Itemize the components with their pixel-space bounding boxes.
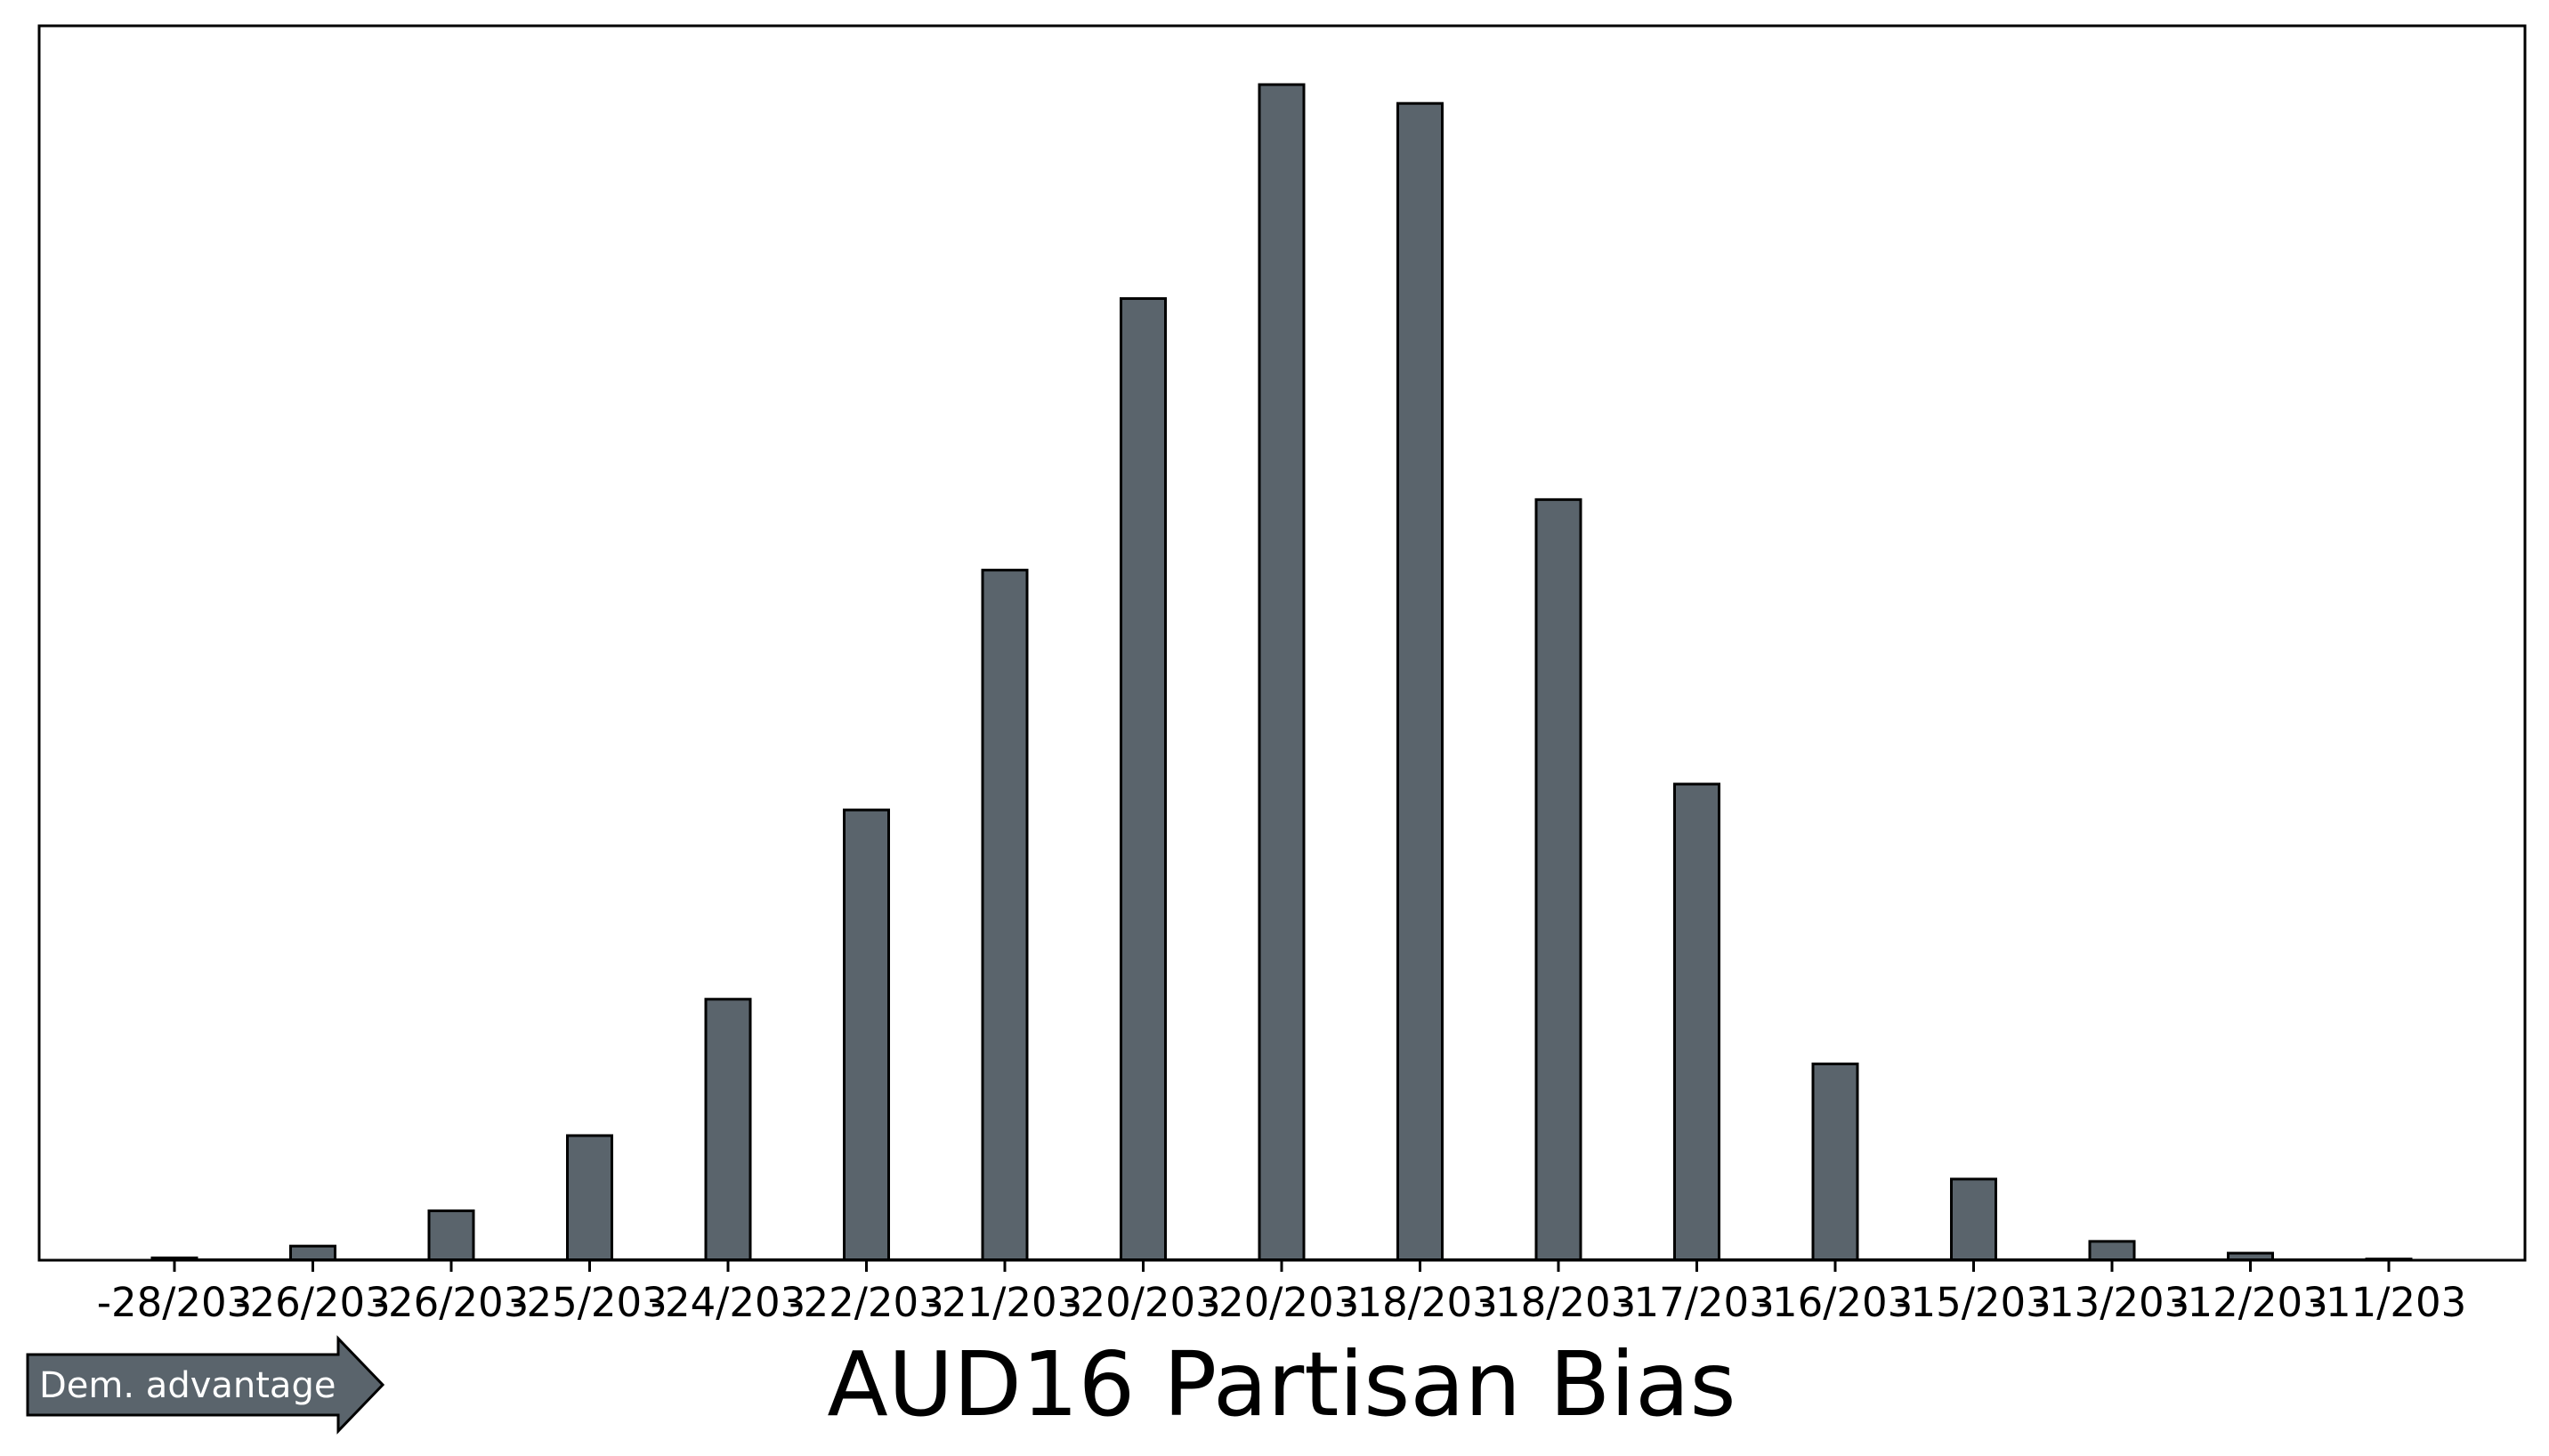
x-tick-label: -12/203 (2173, 1279, 2328, 1326)
x-tick-label: -17/203 (1619, 1279, 1775, 1326)
bar (566, 1134, 613, 1262)
x-tick-label: -18/203 (1481, 1279, 1637, 1326)
bar (289, 1244, 336, 1262)
x-tick-label: -13/203 (2035, 1279, 2190, 1326)
bar (1534, 497, 1582, 1262)
x-tick-label: -22/203 (789, 1279, 944, 1326)
bar (2088, 1240, 2136, 1262)
bar (1396, 101, 1444, 1262)
x-tick-labels: -28/203-26/203-26/203-25/203-24/203-22/2… (97, 1279, 2467, 1326)
x-tick-label: -20/203 (1204, 1279, 1360, 1326)
x-tick-label: -26/203 (374, 1279, 530, 1326)
bars-layer (150, 83, 2413, 1262)
bar (981, 569, 1029, 1262)
bar (1258, 83, 1306, 1262)
x-tick-label: -21/203 (927, 1279, 1083, 1326)
bar (1811, 1062, 1859, 1262)
x-tick-label: -24/203 (651, 1279, 806, 1326)
x-tick-label: -15/203 (1896, 1279, 2051, 1326)
dem-advantage-arrow: Dem. advantage (26, 1335, 385, 1435)
bar (704, 998, 752, 1262)
arrow-label: Dem. advantage (39, 1365, 336, 1406)
bar (843, 808, 890, 1262)
bar (1950, 1177, 1997, 1262)
chart-title: AUD16 Partisan Bias (827, 1332, 1736, 1436)
bar (1673, 782, 1720, 1262)
x-tick-label: -20/203 (1065, 1279, 1221, 1326)
x-tick-label: -25/203 (512, 1279, 668, 1326)
x-axis-ticks (173, 1260, 2391, 1272)
plot-frame (37, 24, 2527, 1262)
x-tick-label: -28/203 (97, 1279, 253, 1326)
x-tick-label: -11/203 (2311, 1279, 2467, 1326)
bar (1120, 296, 1167, 1262)
bar (427, 1209, 475, 1262)
right-arrow-icon (26, 1335, 385, 1435)
x-tick-label: -18/203 (1342, 1279, 1498, 1326)
x-tick-label: -26/203 (235, 1279, 391, 1326)
x-tick-label: -16/203 (1758, 1279, 1914, 1326)
